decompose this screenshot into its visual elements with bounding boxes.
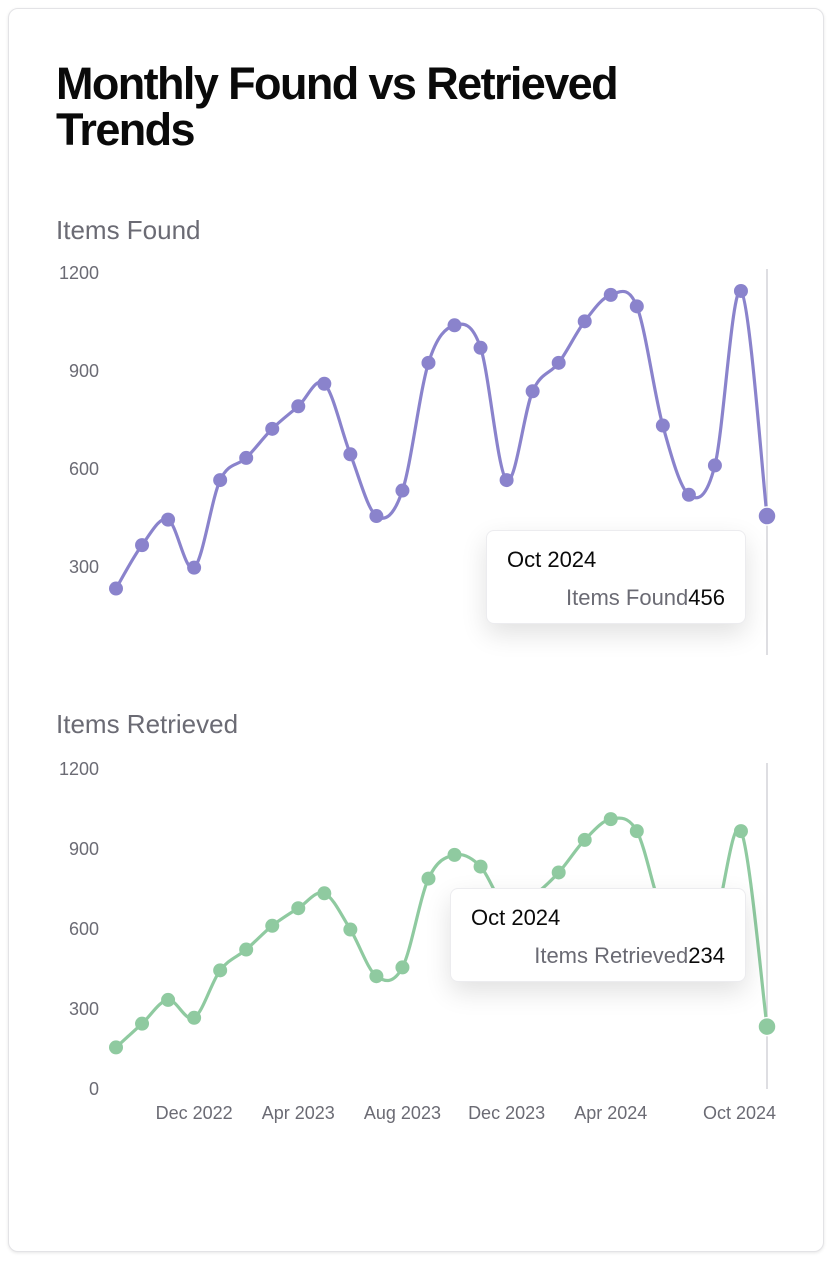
retrieved-data-point[interactable] (577, 832, 592, 847)
retrieved-data-point[interactable] (447, 847, 462, 862)
retrieved-data-point[interactable] (187, 1010, 202, 1025)
found-data-point[interactable] (369, 509, 384, 524)
found-data-point[interactable] (447, 318, 462, 333)
found-data-point[interactable] (655, 418, 670, 433)
retrieved-data-point[interactable] (213, 963, 228, 978)
found-data-point[interactable] (135, 538, 150, 553)
retrieved-x-tick: Oct 2024 (703, 1103, 776, 1123)
items-retrieved-chart[interactable]: 0 300 600 900 1200 Dec 2022 Apr 2023 Aug 2023 De… (9, 751, 825, 1151)
found-data-point[interactable] (343, 447, 358, 462)
retrieved-active-point[interactable] (757, 1016, 777, 1037)
retrieved-data-point[interactable] (161, 992, 176, 1007)
retrieved-y-tick: 1200 (59, 759, 99, 779)
found-data-point[interactable] (317, 376, 332, 391)
retrieved-data-point[interactable] (473, 859, 488, 874)
retrieved-data-point[interactable] (395, 960, 410, 975)
found-y-tick: 1200 (59, 263, 99, 283)
retrieved-data-point[interactable] (239, 942, 254, 957)
retrieved-y-tick: 300 (69, 999, 99, 1019)
found-chart-title: Items Found (56, 215, 201, 245)
retrieved-chart-title: Items Retrieved (56, 709, 239, 739)
retrieved-tooltip-row: Items Retrieved234 (471, 941, 725, 971)
found-data-point[interactable] (213, 473, 228, 488)
found-data-point[interactable] (499, 473, 514, 488)
retrieved-tooltip: Oct 2024 Items Retrieved234 (450, 888, 746, 982)
items-found-chart[interactable]: 300 600 900 1200 (9, 259, 825, 679)
retrieved-tooltip-label: Oct 2024 (471, 905, 561, 930)
found-y-tick: 300 (69, 557, 99, 577)
found-tooltip-label: Oct 2024 (507, 547, 597, 572)
retrieved-data-point[interactable] (135, 1016, 150, 1031)
chart-card: Monthly Found vs Retrieved Trends Items … (8, 8, 824, 1252)
retrieved-x-tick: Dec 2023 (468, 1103, 545, 1123)
found-data-point[interactable] (629, 299, 644, 314)
retrieved-data-point[interactable] (369, 969, 384, 984)
found-tooltip-row: Items Found456 (507, 583, 725, 613)
found-data-point[interactable] (291, 399, 306, 414)
retrieved-data-point[interactable] (317, 886, 332, 901)
retrieved-data-point[interactable] (629, 824, 644, 839)
found-data-point[interactable] (603, 287, 618, 302)
retrieved-data-point[interactable] (551, 865, 566, 880)
found-data-point[interactable] (551, 355, 566, 370)
retrieved-data-point[interactable] (733, 824, 748, 839)
found-data-point[interactable] (265, 421, 280, 436)
retrieved-data-point[interactable] (603, 812, 618, 827)
found-series-line (114, 289, 769, 591)
found-data-point[interactable] (525, 384, 540, 399)
found-data-point[interactable] (473, 340, 488, 355)
retrieved-y-tick: 900 (69, 839, 99, 859)
retrieved-y-tick: 0 (89, 1079, 99, 1099)
retrieved-data-point[interactable] (421, 871, 436, 886)
found-data-point[interactable] (161, 512, 176, 527)
retrieved-tooltip-series: Items Retrieved (534, 943, 689, 968)
found-y-tick: 900 (69, 361, 99, 381)
found-data-point[interactable] (733, 283, 748, 298)
found-data-point[interactable] (421, 355, 436, 370)
retrieved-tooltip-value: 234 (688, 943, 725, 968)
page-title: Monthly Found vs Retrieved Trends (56, 58, 619, 155)
found-data-point[interactable] (707, 458, 722, 473)
retrieved-y-tick: 600 (69, 919, 99, 939)
found-data-point[interactable] (681, 487, 696, 502)
found-tooltip: Oct 2024 Items Found456 (486, 530, 746, 624)
found-data-point[interactable] (239, 450, 254, 465)
retrieved-data-point[interactable] (291, 901, 306, 916)
retrieved-data-point[interactable] (343, 922, 358, 937)
retrieved-data-point[interactable] (109, 1040, 123, 1055)
found-y-tick: 600 (69, 459, 99, 479)
found-tooltip-value: 456 (688, 585, 725, 610)
found-data-point[interactable] (395, 483, 410, 498)
retrieved-x-tick: Aug 2023 (364, 1103, 441, 1123)
retrieved-x-tick: Apr 2024 (574, 1103, 647, 1123)
found-data-point[interactable] (109, 581, 123, 596)
found-active-point[interactable] (757, 506, 777, 526)
found-tooltip-series: Items Found (566, 585, 689, 610)
found-data-point[interactable] (577, 314, 592, 329)
found-data-point[interactable] (187, 560, 202, 575)
retrieved-x-tick: Dec 2022 (156, 1103, 233, 1123)
retrieved-x-tick: Apr 2023 (262, 1103, 335, 1123)
retrieved-data-point[interactable] (265, 918, 280, 933)
